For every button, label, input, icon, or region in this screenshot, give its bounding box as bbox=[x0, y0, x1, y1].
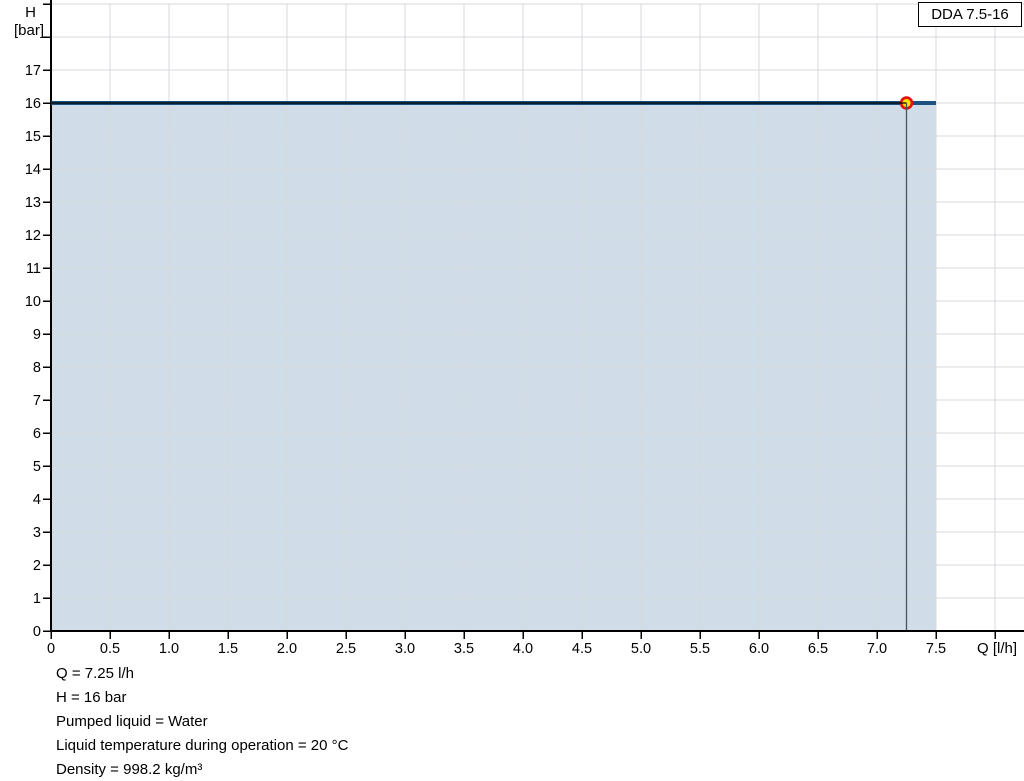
y-tick-label: 4 bbox=[33, 492, 41, 508]
y-tick-label: 15 bbox=[25, 129, 41, 145]
x-tick-label: 7.5 bbox=[926, 641, 946, 657]
y-tick-label: 1 bbox=[33, 591, 41, 607]
y-tick-label: 14 bbox=[25, 162, 41, 178]
y-tick-label: 16 bbox=[25, 96, 41, 112]
y-tick-label: 17 bbox=[25, 63, 41, 79]
x-tick-label: 5.5 bbox=[690, 641, 710, 657]
y-tick-label: 12 bbox=[25, 228, 41, 244]
annotation-line: H = 16 bar bbox=[56, 689, 127, 706]
x-tick-label: 2.5 bbox=[336, 641, 356, 657]
x-tick-label: 0 bbox=[47, 641, 55, 657]
y-tick-label: 7 bbox=[33, 393, 41, 409]
x-tick-label: 3.5 bbox=[454, 641, 474, 657]
y-tick-label: 3 bbox=[33, 525, 41, 541]
y-tick-label: 2 bbox=[33, 558, 41, 574]
x-tick-label: 5.0 bbox=[631, 641, 651, 657]
annotation-line: Density = 998.2 kg/m³ bbox=[56, 761, 203, 778]
y-tick-label: 10 bbox=[25, 294, 41, 310]
x-tick-label: 0.5 bbox=[100, 641, 120, 657]
y-tick-label: 13 bbox=[25, 195, 41, 211]
y-tick-label: 0 bbox=[33, 624, 41, 640]
curve-legend: DDA 7.5-16 bbox=[918, 2, 1022, 27]
annotation-line: Pumped liquid = Water bbox=[56, 713, 208, 730]
x-tick-label: 3.0 bbox=[395, 641, 415, 657]
x-tick-label: 6.0 bbox=[749, 641, 769, 657]
x-tick-label: 4.5 bbox=[572, 641, 592, 657]
x-tick-label: 1.0 bbox=[159, 641, 179, 657]
y-tick-label: 9 bbox=[33, 327, 41, 343]
x-axis-unit-label: Q [l/h] bbox=[977, 640, 1017, 657]
x-tick-label: 6.5 bbox=[808, 641, 828, 657]
y-axis-unit-label: H bbox=[25, 4, 36, 21]
x-tick-label: 4.0 bbox=[513, 641, 533, 657]
y-tick-label: 11 bbox=[26, 261, 41, 277]
x-tick-label: 1.5 bbox=[218, 641, 238, 657]
y-tick-label: 6 bbox=[33, 426, 41, 442]
annotation-line: Q = 7.25 l/h bbox=[56, 665, 134, 682]
y-tick-label: 5 bbox=[33, 459, 41, 475]
x-tick-label: 2.0 bbox=[277, 641, 297, 657]
annotation-line: Liquid temperature during operation = 20… bbox=[56, 737, 349, 754]
operating-conditions-text: Q = 7.25 l/h H = 16 bar Pumped liquid = Wa… bbox=[56, 662, 348, 781]
y-tick-label: 8 bbox=[33, 360, 41, 376]
curve-legend-label: DDA 7.5-16 bbox=[931, 6, 1009, 23]
x-tick-label: 7.0 bbox=[867, 641, 887, 657]
y-axis-unit-label: [bar] bbox=[14, 22, 44, 39]
